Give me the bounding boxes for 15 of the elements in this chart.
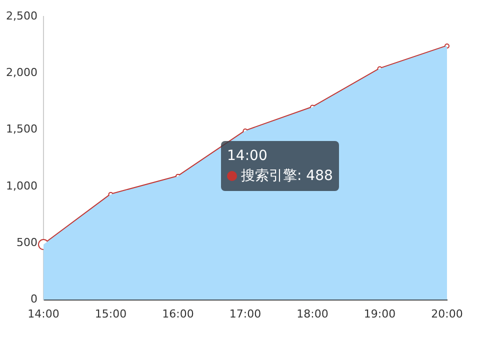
y-tick-label: 500	[16, 236, 38, 250]
y-tick-label: 0	[30, 292, 38, 306]
x-tick-label: 17:00	[229, 307, 262, 320]
annotation: 14:00	[227, 147, 268, 166]
y-tick-label: 1,500	[6, 122, 38, 136]
x-tick-label: 18:00	[296, 307, 328, 320]
x-tick-label: 15:00	[94, 307, 127, 320]
y-tick-label: 1,000	[6, 179, 38, 192]
annotation: 搜索引擎: 488	[241, 167, 333, 186]
x-tick-label: 14:00	[28, 307, 60, 320]
x-tick-label: 19:00	[364, 307, 396, 320]
y-tick-label: 2,000	[6, 66, 38, 80]
x-tick-label: 16:00	[162, 307, 194, 320]
y-tick-label: 2,500	[6, 9, 38, 22]
x-tick-label: 20:00	[431, 307, 463, 320]
